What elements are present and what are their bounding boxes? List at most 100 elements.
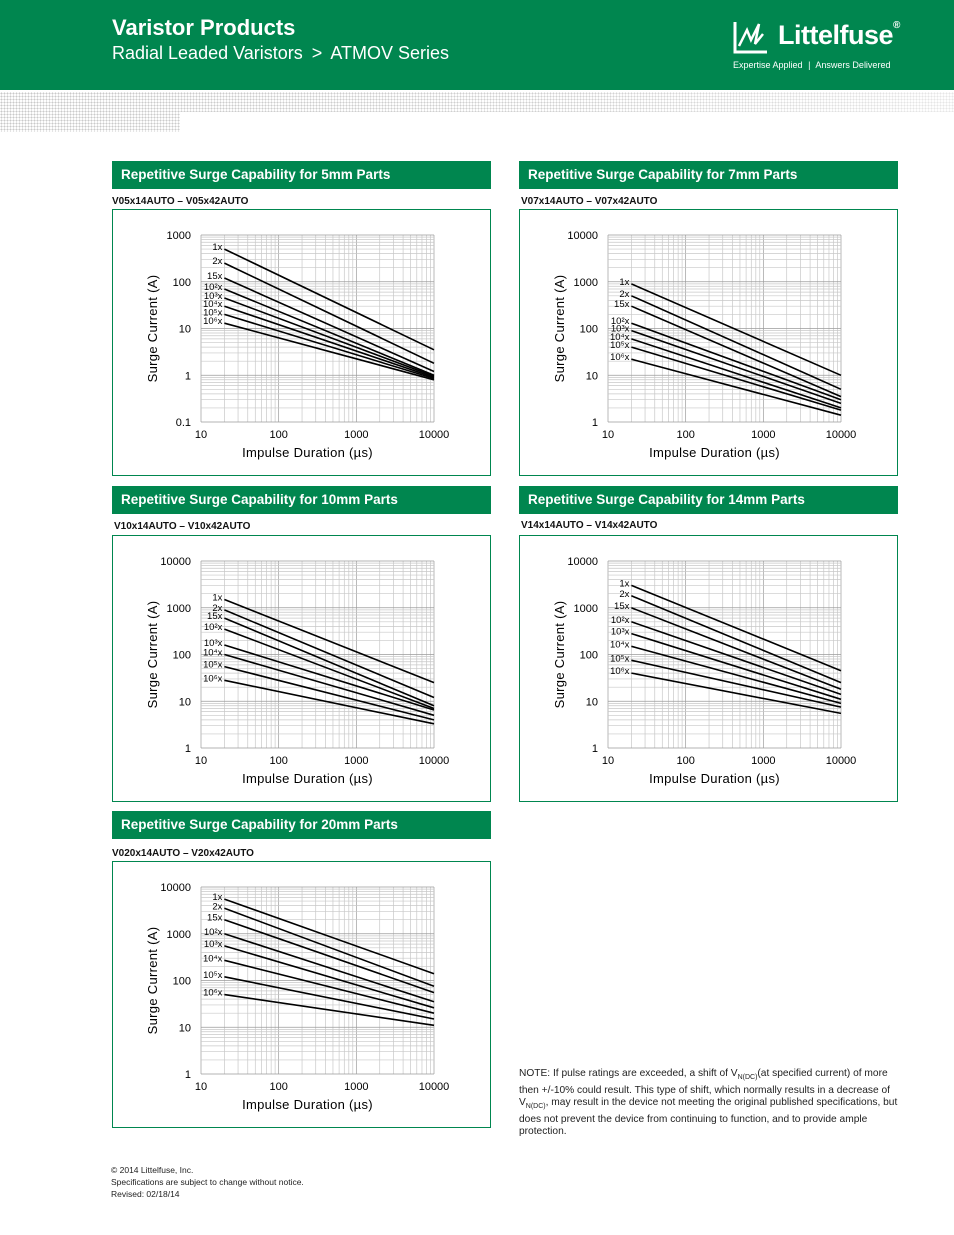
section-bar-7mm: Repetitive Surge Capability for 7mm Part… <box>519 161 898 189</box>
footer-revised: Revised: 02/18/14 <box>111 1189 180 1199</box>
x-tick-label: 10 <box>195 1081 207 1093</box>
part-range-7mm: V07x14AUTO – V07x42AUTO <box>521 196 658 207</box>
series-label: 10⁶x <box>203 988 222 999</box>
series-label: 10³x <box>204 638 223 649</box>
series-line <box>224 609 435 699</box>
series-label: 10⁵x <box>203 970 223 981</box>
x-tick-label: 1000 <box>751 429 775 441</box>
series-label: 10⁶x <box>610 666 629 677</box>
x-tick-label: 10000 <box>419 429 450 441</box>
series-line <box>224 653 435 717</box>
series-label: 10⁴x <box>203 299 223 310</box>
series-line <box>224 277 435 373</box>
series-label: 10⁵x <box>610 340 630 351</box>
y-axis-label: Surge Current (A) <box>145 927 160 1035</box>
logo-tagline: Expertise Applied | Answers Delivered <box>733 60 890 70</box>
x-axis-label: Impulse Duration (µs) <box>242 1097 373 1112</box>
chart-7mm-svg: 10 100 1000 10000 1 10 100 1000 10000 Impulse Dur… <box>552 230 857 460</box>
y-tick-label: 10 <box>586 370 598 382</box>
x-tick-label: 10000 <box>826 429 857 441</box>
y-tick-label: 0.1 <box>176 417 191 429</box>
series-line <box>224 313 435 380</box>
y-tick-label: 10000 <box>160 556 191 568</box>
x-tick-label: 10000 <box>826 755 857 767</box>
section-bar-10mm: Repetitive Surge Capability for 10mm Par… <box>112 486 491 514</box>
series-line <box>224 248 435 351</box>
series-line <box>224 959 435 1014</box>
littelfuse-logo: Littelfuse® Expertise Applied | Answers … <box>733 20 903 76</box>
footer-disclaimer: Specifications are subject to change wit… <box>111 1177 304 1187</box>
y-tick-label: 10 <box>179 1022 191 1034</box>
series-label: 15x <box>614 601 630 612</box>
series-line <box>224 628 435 710</box>
series-label: 2x <box>212 256 222 267</box>
series-line <box>224 262 435 365</box>
chart-10mm-svg: 10 100 1000 10000 1 10 100 1000 10000 Impulse Dur… <box>145 556 449 786</box>
y-tick-label: 1 <box>185 1069 191 1081</box>
series-label: 10²x <box>611 615 630 626</box>
series-label: 10⁴x <box>203 648 223 659</box>
series-label: 10²x <box>204 282 223 293</box>
y-tick-label: 100 <box>580 650 598 662</box>
logo-registered-mark: ® <box>893 20 900 31</box>
series-label: 10⁵x <box>203 660 223 671</box>
x-tick-label: 1000 <box>751 755 775 767</box>
footer: © 2014 Littelfuse, Inc. Specifications a… <box>111 1164 304 1200</box>
series-label: 10⁶x <box>203 673 222 684</box>
section-bar-20mm: Repetitive Surge Capability for 20mm Par… <box>112 811 491 839</box>
chart-7mm: 10 100 1000 10000 1 10 100 1000 10000 Impulse Dur… <box>519 209 898 476</box>
pulse-rating-note: NOTE: If pulse ratings are exceeded, a s… <box>519 1068 899 1139</box>
x-tick-label: 10 <box>195 755 207 767</box>
footer-copyright: © 2014 Littelfuse, Inc. <box>111 1165 194 1175</box>
series-line <box>224 679 435 725</box>
chart-14mm-svg: 10 100 1000 10000 1 10 100 1000 10000 Impulse Dur… <box>552 556 857 786</box>
series-line <box>631 659 842 708</box>
section-bar-5mm: Repetitive Surge Capability for 5mm Part… <box>112 161 491 189</box>
series-line <box>631 621 842 696</box>
y-tick-label: 100 <box>173 976 191 988</box>
note-text-2: (at specified current) of more then +/-1… <box>519 1068 890 1109</box>
series-label: 10⁵x <box>610 653 630 664</box>
chart-10mm: 10 100 1000 10000 1 10 100 1000 10000 Impulse Dur… <box>112 535 491 802</box>
series-line <box>631 295 842 391</box>
subtitle-part1: Radial Leaded Varistors <box>112 43 303 63</box>
y-tick-label: 10 <box>179 324 191 336</box>
series-label: 10³x <box>611 627 630 638</box>
y-tick-label: 10 <box>586 696 598 708</box>
series-label: 10²x <box>611 316 630 327</box>
subtitle-part2: ATMOV Series <box>330 43 450 63</box>
series-label: 15x <box>207 271 223 282</box>
series-label: 10³x <box>204 291 223 302</box>
y-tick-label: 10 <box>179 696 191 708</box>
y-tick-label: 1000 <box>167 230 191 242</box>
series-label: 10⁴x <box>203 953 223 964</box>
series-label: 2x <box>619 589 629 600</box>
x-tick-label: 10000 <box>419 1081 450 1093</box>
tagline-separator: | <box>808 60 811 70</box>
series-line <box>224 976 435 1020</box>
series-label: 2x <box>212 603 222 614</box>
y-axis-label: Surge Current (A) <box>145 275 160 383</box>
series-label: 1x <box>619 277 629 288</box>
x-tick-label: 100 <box>269 1081 287 1093</box>
chart-20mm: 10 100 1000 10000 1 10 100 1000 10000 Impulse Dur… <box>112 861 491 1128</box>
series-line <box>224 644 435 711</box>
header-banner: Varistor Products Radial Leaded Varistor… <box>0 0 954 90</box>
part-range-20mm: V020x14AUTO – V20x42AUTO <box>112 848 254 859</box>
x-axis-label: Impulse Duration (µs) <box>242 771 373 786</box>
series-label: 10⁴x <box>610 639 630 650</box>
section-bar-14mm: Repetitive Surge Capability for 14mm Par… <box>519 486 898 514</box>
y-tick-label: 1 <box>185 743 191 755</box>
y-tick-label: 10000 <box>567 556 598 568</box>
tagline-right: Answers Delivered <box>815 60 891 70</box>
x-tick-label: 10 <box>195 429 207 441</box>
part-range-10mm: V10x14AUTO – V10x42AUTO <box>114 521 251 532</box>
x-axis-label: Impulse Duration (µs) <box>649 445 780 460</box>
part-range-5mm: V05x14AUTO – V05x42AUTO <box>112 196 249 207</box>
y-tick-label: 10000 <box>567 230 598 242</box>
series-label: 1x <box>212 892 222 903</box>
chart-20mm-svg: 10 100 1000 10000 1 10 100 1000 10000 Impulse Dur… <box>145 882 450 1112</box>
y-axis-label: Surge Current (A) <box>145 601 160 709</box>
series-line <box>631 329 842 405</box>
y-tick-label: 1 <box>185 370 191 382</box>
